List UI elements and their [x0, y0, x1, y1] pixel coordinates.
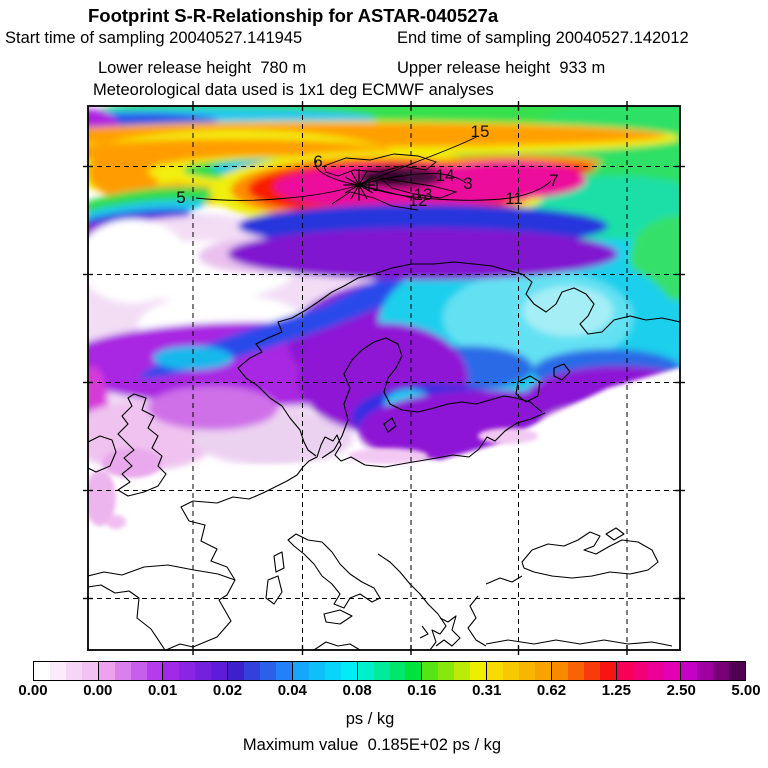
- colorbar-cell: [211, 662, 228, 680]
- colorbar-cell: [276, 662, 292, 680]
- trajectory-label: 14: [436, 166, 455, 185]
- trajectory-label: 12: [409, 191, 428, 210]
- colorbar-tick-label: 0.16: [407, 682, 437, 699]
- colorbar-cell: [454, 662, 471, 680]
- release-heights-line: Lower release height 780 m Upper release…: [0, 59, 768, 77]
- colorbar-cell: [405, 662, 422, 680]
- colorbar-block: [97, 662, 163, 680]
- colorbar-block: [227, 662, 292, 680]
- colorbar-tick-label: 0.62: [536, 682, 567, 699]
- colorbar-cell: [179, 662, 196, 680]
- plume-layer: [88, 106, 680, 471]
- trajectory-label: 6: [313, 152, 322, 171]
- colorbar-cell: [49, 662, 66, 680]
- colorbar-cell: [292, 662, 309, 680]
- colorbar-cell: [195, 662, 212, 680]
- colorbar-tick-label: 0.31: [472, 682, 502, 699]
- colorbar-cell: [357, 662, 374, 680]
- colorbar-block: [550, 662, 616, 680]
- map-border: [87, 105, 681, 651]
- colorbar-block: [162, 662, 228, 680]
- colorbar-cell: [81, 662, 98, 680]
- colorbar-cell: [114, 662, 131, 680]
- colorbar-tick-label: 0.08: [342, 682, 372, 699]
- colorbar-block: [615, 662, 681, 680]
- colorbar-cell: [373, 662, 390, 680]
- colorbar-cell: [389, 662, 406, 680]
- trajectory-label: 41: [363, 176, 382, 195]
- trajectory-label: 3: [463, 174, 472, 193]
- colorbar-cell: [130, 662, 147, 680]
- lower-release-text: Lower release height 780 m: [98, 59, 307, 77]
- trajectory-layer: [195, 135, 552, 211]
- colorbar-cell: [340, 662, 357, 680]
- colorbar-cell: [632, 662, 649, 680]
- trajectory-label: 13: [414, 185, 433, 204]
- colorbar-tick-label: 0.00: [18, 682, 48, 699]
- colorbar-tick-label: 0.04: [277, 682, 307, 699]
- colorbar-cell: [567, 662, 584, 680]
- met-data-line: Meteorological data used is 1x1 deg ECMW…: [93, 81, 494, 99]
- colorbar-cell: [228, 662, 245, 680]
- trajectory-label: 11: [505, 189, 523, 208]
- colorbar-cell: [729, 662, 746, 680]
- colorbar-block: [34, 662, 98, 680]
- grid-layer: [88, 106, 680, 650]
- colorbar-cell: [599, 662, 616, 680]
- colorbar-tick-label: 0.01: [147, 682, 178, 699]
- colorbar-tick-label: 0.00: [83, 682, 113, 699]
- colorbar-cell: [697, 662, 714, 680]
- colorbar-cell: [616, 662, 633, 680]
- upper-release-text: Upper release height 933 m: [397, 59, 606, 77]
- colorbar-cell: [681, 662, 698, 680]
- colorbar-cell: [487, 662, 504, 680]
- colorbar-cell: [713, 662, 730, 680]
- colorbar-cell: [324, 662, 341, 680]
- colorbar-tick-label: 1.25: [601, 682, 631, 699]
- colorbar-cell: [308, 662, 325, 680]
- colorbar-cell: [648, 662, 665, 680]
- colorbar-tick-labels: 0.00 0.00 0.01 0.02 0.04 0.08 0.16 0.31 0.62 1.25…: [18, 682, 760, 700]
- colorbar-cell: [470, 662, 487, 680]
- colorbar-cell: [503, 662, 520, 680]
- colorbar-cell: [146, 662, 163, 680]
- colorbar-tick-label: 5.00: [731, 682, 761, 699]
- max-value-label: Maximum value 0.185E+02 ps / kg: [242, 736, 502, 754]
- colorbar-cell: [244, 662, 261, 680]
- colorbar-cell: [664, 662, 681, 680]
- colorbar-cell: [98, 662, 115, 680]
- colorbar-cell: [422, 662, 439, 680]
- colorbar-cell: [438, 662, 455, 680]
- colorbar-cell: [65, 662, 82, 680]
- colorbar-block: [486, 662, 551, 680]
- figure-title: Footprint S-R-Relationship for ASTAR-040…: [88, 5, 499, 26]
- colorbar: [33, 661, 746, 681]
- colorbar-tick-label: 0.02: [212, 682, 243, 699]
- plume-fringe-layer: [88, 428, 538, 529]
- end-time-text: End time of sampling 20040527.142012: [397, 29, 689, 47]
- colorbar-block: [680, 662, 746, 680]
- colorbar-block: [356, 662, 422, 680]
- colorbar-unit-label: ps / kg: [345, 710, 395, 728]
- start-time-text: Start time of sampling 20040527.141945: [5, 29, 303, 47]
- trajectory-label: 7: [549, 171, 558, 190]
- colorbar-cell: [583, 662, 600, 680]
- colorbar-cell: [34, 662, 50, 680]
- colorbar-tick-label: 2.50: [666, 682, 696, 699]
- colorbar-cell: [534, 662, 551, 680]
- sampling-times-line: Start time of sampling 20040527.141945 E…: [0, 29, 768, 47]
- colorbar-block: [421, 662, 487, 680]
- trajectory-label: 15: [471, 122, 490, 141]
- colorbar-block: [291, 662, 357, 680]
- release-point-marker: [343, 169, 375, 201]
- trajectory-label: 5: [176, 188, 185, 207]
- footprint-map: 5 6 15 14 3 41 13 12 11 7: [83, 101, 685, 655]
- colorbar-cell: [260, 662, 277, 680]
- colorbar-cell: [163, 662, 180, 680]
- colorbar-cell: [551, 662, 568, 680]
- colorbar-cell: [519, 662, 535, 680]
- map-content: [88, 106, 680, 650]
